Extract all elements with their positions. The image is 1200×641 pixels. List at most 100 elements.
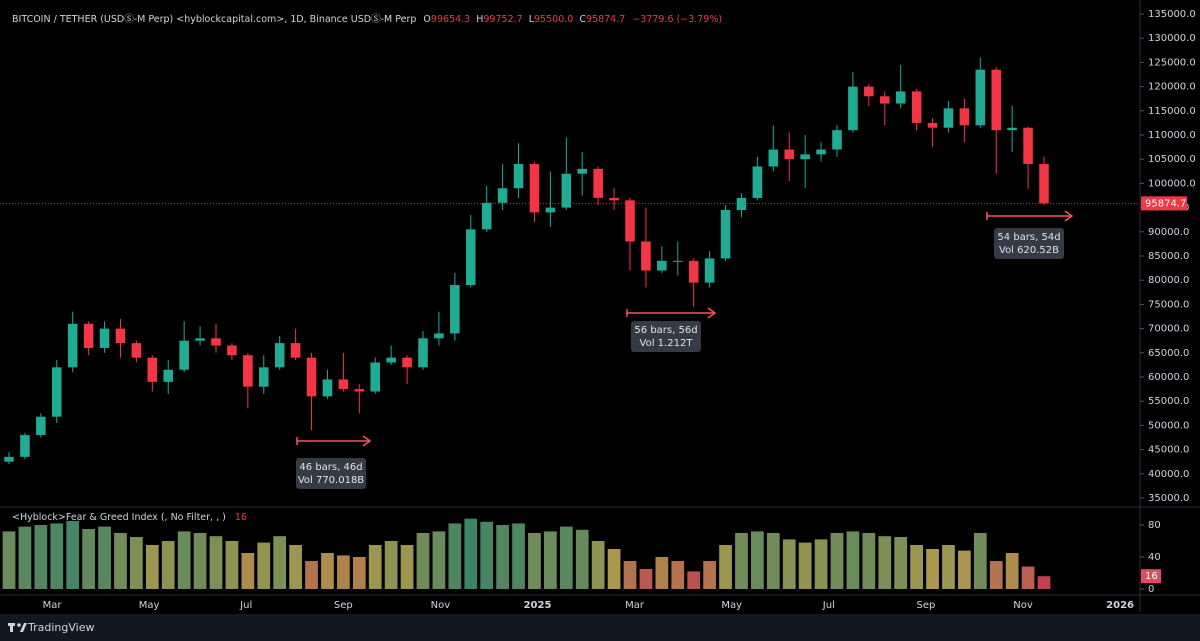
y-tick-label: 40000.0	[1148, 469, 1189, 480]
candle-body	[338, 379, 349, 390]
y-tick-label: 55000.0	[1148, 396, 1189, 407]
bar	[655, 557, 669, 589]
y2-tick-label: 40	[1148, 552, 1161, 563]
y-tick-label: 90000.0	[1148, 227, 1189, 238]
candle-body	[577, 168, 588, 174]
candle-body	[1039, 164, 1049, 204]
measure-bars: 46 bars, 46d	[299, 462, 362, 473]
candle-body	[927, 122, 938, 128]
bar	[416, 533, 430, 589]
indicator-value: 16	[235, 512, 247, 523]
candle-body	[115, 328, 126, 344]
bar	[862, 533, 876, 589]
y-tick-label: 65000.0	[1148, 348, 1189, 359]
candle-body	[20, 435, 30, 457]
x-tick-label: Nov	[431, 600, 451, 611]
bar	[145, 545, 159, 589]
bar	[98, 526, 111, 589]
candle-body	[83, 323, 94, 348]
bar	[273, 536, 287, 589]
bar	[34, 525, 48, 589]
x-tick-label: 2026	[1106, 600, 1134, 611]
candle-body	[752, 166, 763, 198]
bar	[1037, 576, 1051, 589]
candle-body	[832, 130, 842, 150]
candle-body	[227, 345, 237, 356]
bar	[193, 533, 207, 589]
candle-body	[370, 362, 381, 392]
bar	[575, 529, 589, 589]
header: BITCOIN / TETHER (USDⓈ-M Perp) <hyblockc…	[12, 14, 722, 25]
bar	[989, 561, 1003, 589]
candle-body	[609, 197, 619, 201]
candle-body	[434, 333, 444, 339]
candle-body	[895, 91, 906, 104]
candle-body	[465, 229, 476, 286]
candle-body	[943, 108, 954, 128]
y-tick-label: 85000.0	[1148, 251, 1189, 262]
indicator-title: <Hyblock>Fear & Greed Index (, No Filter…	[12, 512, 247, 523]
candle-body	[36, 416, 46, 436]
candle-body	[991, 69, 1002, 131]
y-tick-label: 60000.0	[1148, 372, 1189, 383]
bar	[687, 571, 701, 589]
candle-body	[322, 379, 333, 397]
y-tick-label: 110000.0	[1148, 130, 1196, 141]
candle-body	[418, 338, 428, 368]
bar	[623, 561, 637, 589]
bar	[1021, 566, 1035, 589]
candle-body	[290, 343, 301, 358]
y2-tick-label: 80	[1148, 520, 1161, 531]
ohlc-label: O	[423, 14, 430, 25]
x-tick-label: Jul	[822, 600, 835, 611]
candle-body	[195, 338, 205, 341]
x-tick-label: Sep	[916, 600, 935, 611]
measure-box	[296, 458, 366, 489]
bar	[798, 542, 812, 589]
candle-body	[529, 164, 540, 213]
x-tick-label: May	[721, 600, 742, 611]
y-tick-label: 105000.0	[1148, 154, 1196, 165]
candle-body	[211, 338, 221, 346]
bar	[559, 526, 573, 589]
candle-body	[848, 86, 858, 131]
bar	[82, 529, 95, 589]
bar	[958, 550, 971, 589]
bar	[782, 539, 796, 589]
candle-body	[386, 357, 396, 363]
ohlc-value: 99654.3	[431, 14, 470, 25]
candle-body	[975, 69, 986, 126]
measure-head	[362, 435, 372, 447]
brand: TradingView	[27, 621, 94, 634]
y2-tick-label: 0	[1148, 584, 1154, 595]
y-tick-label: 130000.0	[1148, 33, 1196, 44]
bar	[703, 561, 716, 589]
ohlc-label: L	[529, 14, 535, 25]
bar	[910, 545, 923, 589]
footer-bar	[0, 614, 1200, 641]
bar	[496, 525, 509, 589]
bar	[766, 533, 780, 589]
bar	[639, 569, 653, 589]
x-tick-label: Mar	[625, 600, 645, 611]
candle-body	[402, 357, 412, 368]
bar	[368, 545, 382, 589]
measure-vol: Vol 1.212T	[640, 338, 694, 349]
candle-body	[879, 96, 890, 104]
y-tick-label: 100000.0	[1148, 178, 1196, 189]
indicator-name: <Hyblock>Fear & Greed Index (, No Filter…	[12, 512, 226, 523]
bar	[289, 545, 302, 589]
bar	[607, 549, 621, 589]
symbol: BITCOIN / TETHER (USDⓈ-M Perp) <hyblockc…	[12, 14, 416, 25]
candle-body	[450, 285, 460, 334]
bar	[114, 533, 127, 589]
bar	[894, 537, 908, 589]
x-tick-label: Sep	[334, 600, 353, 611]
candle-body	[67, 323, 78, 368]
candle-body	[784, 149, 795, 160]
y-tick-label: 135000.0	[1148, 9, 1196, 20]
bar	[432, 531, 446, 589]
bar	[448, 523, 462, 589]
bar	[464, 518, 478, 589]
